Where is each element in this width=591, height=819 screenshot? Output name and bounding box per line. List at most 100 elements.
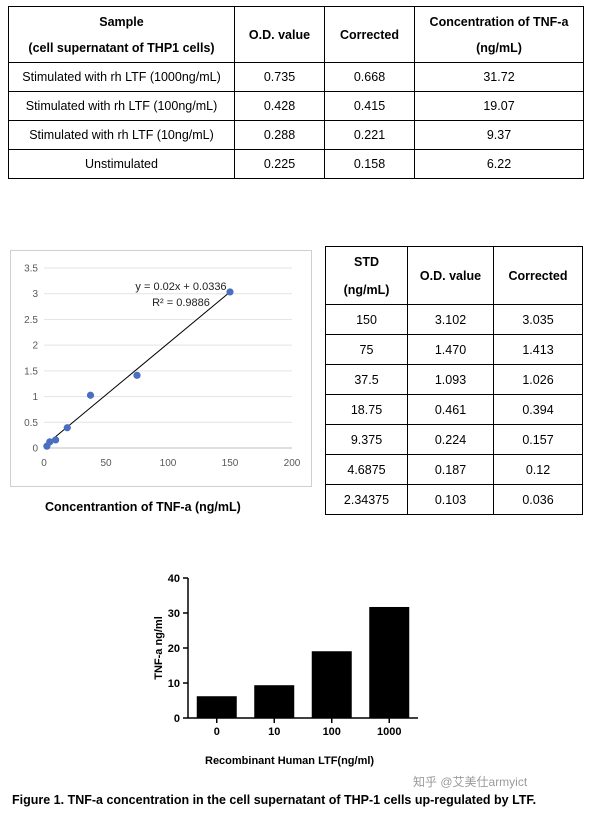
table-cell: 75 bbox=[325, 334, 408, 365]
table-row: 75 1.470 1.413 bbox=[325, 334, 583, 365]
table-cell: 9.37 bbox=[414, 120, 584, 150]
table-row: Stimulated with rh LTF (100ng/mL) 0.428 … bbox=[8, 91, 584, 121]
header-od-value: O.D. value bbox=[234, 6, 325, 63]
table-cell: 4.6875 bbox=[325, 454, 408, 485]
data-point bbox=[133, 371, 141, 379]
table-cell: 1.093 bbox=[407, 364, 494, 395]
table-cell: Stimulated with rh LTF (100ng/mL) bbox=[8, 91, 235, 121]
table-cell: 0.103 bbox=[407, 484, 494, 515]
x-tick-label: 10 bbox=[268, 726, 280, 738]
table-cell: 0.415 bbox=[324, 91, 415, 121]
table-cell: 0.288 bbox=[234, 120, 325, 150]
header-corrected: Corrected bbox=[324, 6, 415, 63]
tnf-bar-svg: 0 10 20 30 40 0 10 100 1000 TNF-a ng/ml bbox=[153, 573, 418, 738]
table-cell: Stimulated with rh LTF (1000ng/mL) bbox=[8, 62, 235, 92]
header-concentration: Concentration of TNF-a (ng/mL) bbox=[414, 6, 584, 63]
header-std: STD (ng/mL) bbox=[325, 246, 408, 305]
y-tick-label: 40 bbox=[168, 573, 180, 585]
x-tick-label: 0 bbox=[41, 458, 47, 469]
table-cell: 0.158 bbox=[324, 149, 415, 179]
table-cell: 3.035 bbox=[493, 304, 583, 335]
std-table: STD (ng/mL) O.D. value Corrected 150 3.102… bbox=[325, 246, 583, 515]
table-cell: 0.394 bbox=[493, 394, 583, 425]
data-point bbox=[86, 391, 95, 399]
y-tick-label: 0 bbox=[32, 444, 38, 455]
table-cell: Stimulated with rh LTF (10ng/mL) bbox=[8, 120, 235, 150]
y-tick-label: 3.5 bbox=[24, 264, 38, 275]
sample-table-header-row: Sample (cell supernatant of THP1 cells) O… bbox=[8, 6, 584, 63]
y-tick-label: 0 bbox=[174, 713, 180, 725]
table-cell: 19.07 bbox=[414, 91, 584, 121]
trendline-equation: y = 0.02x + 0.0336 bbox=[135, 281, 226, 293]
table-cell: 0.157 bbox=[493, 424, 583, 455]
table-cell: 1.413 bbox=[493, 334, 583, 365]
table-cell: 150 bbox=[325, 304, 408, 335]
table-cell: 3.102 bbox=[407, 304, 494, 335]
figure-caption: Figure 1. TNF-a concentration in the cel… bbox=[12, 793, 537, 807]
r-squared-label: R² = 0.9886 bbox=[152, 297, 210, 309]
y-tick-label: 2.5 bbox=[24, 315, 38, 326]
x-tick-label: 100 bbox=[160, 458, 177, 469]
table-cell: 37.5 bbox=[325, 364, 408, 395]
y-tick-label: 1.5 bbox=[24, 366, 38, 377]
table-row: 4.6875 0.187 0.12 bbox=[325, 454, 583, 485]
standard-curve-xlabel: Concentrantion of TNF-a (ng/mL) bbox=[45, 500, 241, 514]
table-cell: 9.375 bbox=[325, 424, 408, 455]
table-cell: 18.75 bbox=[325, 394, 408, 425]
standard-curve-svg: 0 0.5 1 1.5 2 2.5 3 3.5 0 50 100 150 200 y = 0.02x + … bbox=[24, 264, 301, 470]
table-row: 9.375 0.224 0.157 bbox=[325, 424, 583, 455]
data-point bbox=[63, 424, 71, 432]
bar bbox=[311, 651, 352, 718]
x-tick-label: 1000 bbox=[377, 726, 401, 738]
y-axis-label: TNF-a ng/ml bbox=[153, 616, 165, 680]
table-row: 2.34375 0.103 0.036 bbox=[325, 484, 583, 515]
table-cell: 0.12 bbox=[493, 454, 583, 485]
table-cell: 31.72 bbox=[414, 62, 584, 92]
y-tick-label: 20 bbox=[168, 643, 180, 655]
y-tick-label: 2 bbox=[32, 341, 38, 352]
sample-table: Sample (cell supernatant of THP1 cells) O… bbox=[8, 6, 584, 179]
standard-curve-chart: 0 0.5 1 1.5 2 2.5 3 3.5 0 50 100 150 200 y = 0.02x + … bbox=[10, 250, 312, 487]
y-tick-label: 0.5 bbox=[24, 418, 38, 429]
data-point bbox=[52, 436, 60, 444]
table-row: Unstimulated 0.225 0.158 6.22 bbox=[8, 149, 584, 179]
table-cell: 0.735 bbox=[234, 62, 325, 92]
bar bbox=[196, 696, 237, 718]
header-sample: Sample (cell supernatant of THP1 cells) bbox=[8, 6, 235, 63]
table-cell: 1.026 bbox=[493, 364, 583, 395]
table-cell: 0.428 bbox=[234, 91, 325, 121]
watermark: 知乎 @艾美仕armyict bbox=[413, 775, 528, 789]
table-row: Stimulated with rh LTF (1000ng/mL) 0.735… bbox=[8, 62, 584, 92]
trendline bbox=[46, 291, 231, 445]
data-point bbox=[226, 288, 234, 296]
table-cell: Unstimulated bbox=[8, 149, 235, 179]
table-cell: 1.470 bbox=[407, 334, 494, 365]
table-cell: 6.22 bbox=[414, 149, 584, 179]
table-cell: 0.224 bbox=[407, 424, 494, 455]
data-point bbox=[43, 442, 51, 450]
std-table-header-row: STD (ng/mL) O.D. value Corrected bbox=[325, 246, 583, 305]
y-tick-label: 30 bbox=[168, 608, 180, 620]
x-tick-label: 0 bbox=[214, 726, 220, 738]
bar bbox=[369, 606, 410, 718]
table-cell: 0.187 bbox=[407, 454, 494, 485]
header-od-value: O.D. value bbox=[407, 246, 494, 305]
table-cell: 0.225 bbox=[234, 149, 325, 179]
bar-chart-xlabel: Recombinant Human LTF(ng/ml) bbox=[205, 755, 375, 767]
table-cell: 0.461 bbox=[407, 394, 494, 425]
y-tick-label: 3 bbox=[32, 289, 38, 300]
table-cell: 0.036 bbox=[493, 484, 583, 515]
x-tick-label: 200 bbox=[284, 458, 301, 469]
x-tick-label: 150 bbox=[222, 458, 239, 469]
x-tick-label: 50 bbox=[100, 458, 112, 469]
table-cell: 0.221 bbox=[324, 120, 415, 150]
table-row: 37.5 1.093 1.026 bbox=[325, 364, 583, 395]
y-tick-label: 10 bbox=[168, 678, 180, 690]
x-tick-label: 100 bbox=[323, 726, 341, 738]
bar bbox=[254, 685, 295, 718]
table-cell: 0.668 bbox=[324, 62, 415, 92]
header-corrected: Corrected bbox=[493, 246, 583, 305]
tnf-bar-chart: 0 10 20 30 40 0 10 100 1000 TNF-a ng/ml bbox=[150, 568, 420, 768]
table-row: 18.75 0.461 0.394 bbox=[325, 394, 583, 425]
table-cell: 2.34375 bbox=[325, 484, 408, 515]
